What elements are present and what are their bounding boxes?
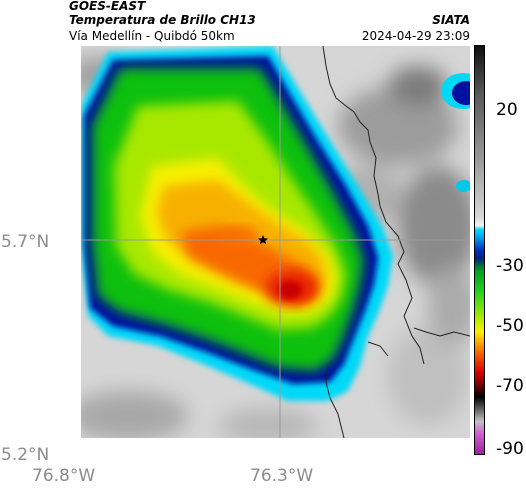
colorbar-tick-minus30: -30 bbox=[496, 256, 524, 276]
brightness-temperature-map bbox=[81, 46, 470, 438]
x-tick-76.8: 76.8°W bbox=[32, 466, 96, 486]
country-border-lines bbox=[322, 46, 470, 438]
star-icon bbox=[258, 235, 268, 245]
convective-storm bbox=[81, 46, 393, 401]
small-storm-cell bbox=[441, 73, 470, 192]
satellite-title: GOES-EAST bbox=[69, 0, 146, 13]
colorbar-tick-minus50: -50 bbox=[496, 316, 524, 336]
colorbar-tick-minus70: -70 bbox=[496, 376, 524, 396]
timestamp-label: 2024-04-29 23:09 bbox=[361, 29, 470, 43]
colorbar-tick-minus90: -90 bbox=[496, 439, 524, 459]
organization-label: SIATA bbox=[432, 13, 470, 27]
y-tick-5.2: 5.2°N bbox=[1, 445, 50, 465]
y-tick-5.7: 5.7°N bbox=[1, 232, 50, 252]
region-label: Vía Medellín - Quibdó 50km bbox=[69, 29, 235, 43]
colorbar bbox=[474, 45, 485, 455]
colorbar-tick-20: 20 bbox=[496, 100, 518, 120]
product-title: Temperatura de Brillo CH13 bbox=[69, 13, 256, 27]
x-tick-76.3: 76.3°W bbox=[250, 466, 314, 486]
